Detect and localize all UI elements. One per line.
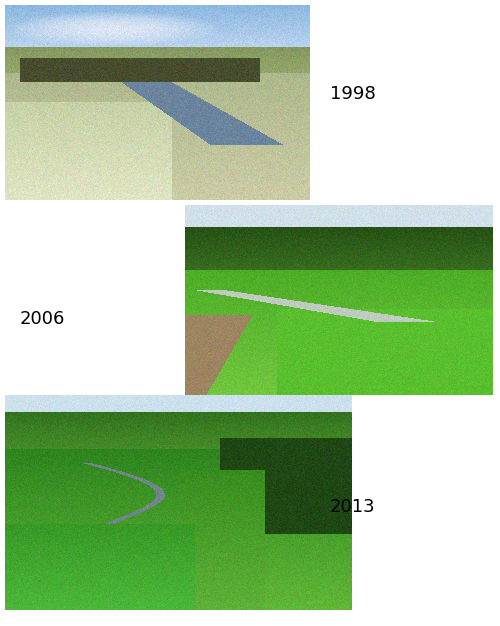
Text: 1998: 1998: [330, 85, 376, 103]
Text: 2006: 2006: [20, 310, 66, 328]
Text: 2013: 2013: [330, 498, 376, 516]
